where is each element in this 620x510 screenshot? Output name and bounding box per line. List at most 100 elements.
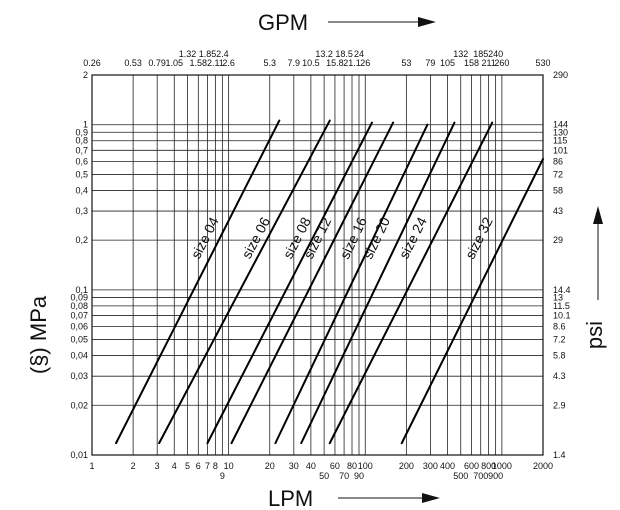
tick-label-left: 0,1 [75, 285, 88, 295]
tick-label-right: 1.4 [553, 450, 566, 460]
tick-label-bottom: 30 [289, 461, 299, 471]
tick-label-left: 0,01 [70, 450, 88, 460]
tick-label-top: 1.32 [179, 49, 197, 59]
left-axis-label: (§) MPa [26, 295, 51, 374]
tick-label-top: 24 [354, 49, 364, 59]
tick-label-bottom: 80 [347, 461, 357, 471]
tick-label-top: 10.5 [302, 58, 320, 68]
bottom-axis-arrow-head [422, 493, 440, 503]
tick-label-left: 0,07 [70, 310, 88, 320]
right-axis-label: psi [582, 321, 607, 349]
tick-label-top: 158 [464, 58, 479, 68]
series-label: size 32 [462, 214, 496, 261]
tick-label-bottom: 50 [319, 471, 329, 481]
tick-label-bottom: 2 [131, 461, 136, 471]
tick-label-bottom: 900 [488, 471, 503, 481]
tick-label-top: 13.2 [315, 49, 333, 59]
tick-label-bottom: 9 [220, 471, 225, 481]
tick-label-left: 0,4 [75, 185, 88, 195]
tick-label-bottom: 500 [453, 471, 468, 481]
tick-label-bottom: 400 [440, 461, 455, 471]
tick-label-top: 5.3 [263, 58, 276, 68]
tick-label-bottom: 100 [358, 461, 373, 471]
tick-label-right: 86 [553, 156, 563, 166]
top-axis-arrow-head [418, 17, 436, 27]
tick-label-top: 211 [481, 58, 495, 68]
tick-label-right: 58 [553, 185, 563, 195]
tick-label-bottom: 4 [172, 461, 177, 471]
tick-label-top: 21.1 [343, 58, 361, 68]
tick-label-bottom: 1000 [492, 461, 512, 471]
tick-label-top: 0.53 [124, 58, 142, 68]
tick-label-top: 185 [473, 49, 488, 59]
tick-label-top: 240 [488, 49, 503, 59]
tick-label-left: 0,6 [75, 156, 88, 166]
tick-label-top: 7.9 [288, 58, 301, 68]
tick-label-top: 1.85 [199, 49, 217, 59]
tick-label-left: 0,04 [70, 351, 88, 361]
series-line [274, 123, 429, 445]
tick-label-left: 0,06 [70, 321, 88, 331]
tick-label-left: 0,9 [75, 127, 88, 137]
tick-label-right: 43 [553, 206, 563, 216]
tick-label-top: 105 [440, 58, 455, 68]
series-line [230, 121, 395, 445]
tick-label-right: 5.8 [553, 351, 566, 361]
tick-label-bottom: 70 [339, 471, 349, 481]
plot-frame [91, 74, 544, 456]
tick-label-bottom: 10 [224, 461, 234, 471]
tick-label-right: 2.9 [553, 400, 566, 410]
tick-label-right: 11.5 [553, 301, 570, 311]
tick-label-bottom: 3 [155, 461, 160, 471]
tick-label-left: 1 [83, 120, 88, 130]
tick-label-right: 10.1 [553, 310, 571, 320]
tick-label-left: 0,7 [75, 145, 88, 155]
series-line [400, 157, 544, 445]
grid [91, 74, 544, 456]
tick-label-left: 0,02 [70, 400, 88, 410]
series-line [300, 121, 456, 445]
tick-label-bottom: 60 [330, 461, 340, 471]
tick-label-bottom: 20 [265, 461, 275, 471]
tick-label-top: 0.79 [148, 58, 166, 68]
tick-label-left: 0,5 [75, 169, 88, 179]
tick-label-top: 2.4 [216, 49, 229, 59]
series-label: size 04 [188, 214, 222, 261]
tick-label-right: 4.3 [553, 371, 566, 381]
tick-label-top: 79 [425, 58, 435, 68]
tick-label-top: 260 [494, 58, 509, 68]
tick-label-right: 72 [553, 169, 563, 179]
tick-label-left: 0,09 [70, 292, 88, 302]
tick-label-top: 53 [401, 58, 411, 68]
tick-label-bottom: 6 [196, 461, 201, 471]
series-line [328, 121, 494, 445]
tick-label-right: 8.6 [553, 321, 566, 331]
tick-label-right: 144 [553, 120, 568, 130]
tick-label-top: 530 [535, 58, 550, 68]
tick-label-bottom: 1 [89, 461, 94, 471]
series-line [206, 121, 373, 445]
tick-label-left: 0,3 [75, 206, 88, 216]
tick-label-left: 0,2 [75, 235, 88, 245]
tick-label-right: 29 [553, 235, 563, 245]
tick-label-right: 7.2 [553, 335, 566, 345]
tick-label-bottom: 600 [464, 461, 479, 471]
tick-label-bottom: 40 [306, 461, 316, 471]
tick-label-left: 0,8 [75, 136, 88, 146]
tick-label-right: 14.4 [553, 285, 571, 295]
tick-label-left: 0,03 [70, 371, 88, 381]
tick-label-right: 130 [553, 127, 568, 137]
tick-label-right: 101 [553, 145, 568, 155]
tick-label-left: 2 [83, 70, 88, 80]
tick-label-top: 26 [360, 58, 370, 68]
tick-label-top: 15.8 [326, 58, 344, 68]
tick-label-bottom: 2000 [533, 461, 553, 471]
tick-label-bottom: 200 [399, 461, 414, 471]
tick-label-bottom: 800 [481, 461, 496, 471]
tick-label-top: 18.5 [335, 49, 353, 59]
series-line [158, 119, 331, 445]
tick-label-left: 0,05 [70, 335, 88, 345]
tick-label-top: 2.6 [222, 58, 235, 68]
